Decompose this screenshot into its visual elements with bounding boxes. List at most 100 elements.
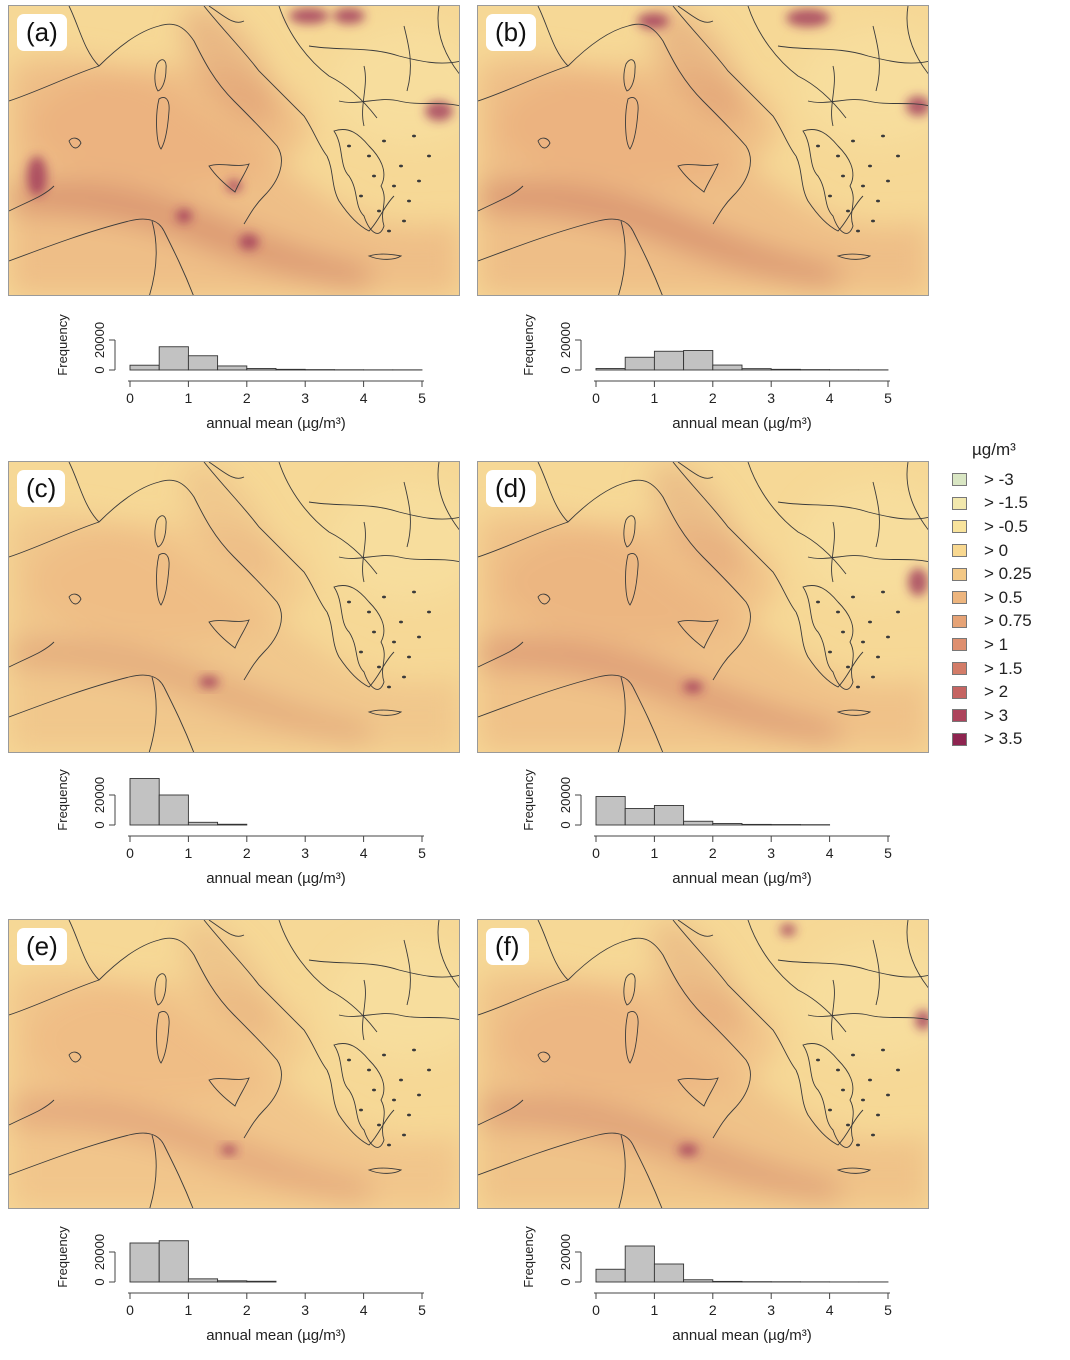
hist-ylabel: Frequency — [521, 1226, 536, 1288]
island-outline — [367, 253, 403, 260]
histogram-c: Frequency 0 20000 0 1 2 3 4 5 annual mean (µg/m³) — [55, 769, 426, 887]
hist-ylabel: Frequency — [521, 314, 536, 376]
legend-item: > 0.25 — [952, 562, 1070, 586]
coastline — [163, 686, 195, 752]
island-outline — [154, 973, 167, 1006]
country-border — [338, 99, 459, 107]
hist-xtick-label: 0 — [126, 1302, 134, 1318]
hist-xtick-label: 4 — [360, 1302, 368, 1318]
hist-xtick-label: 3 — [767, 845, 775, 861]
island-outline — [625, 97, 639, 150]
coastline — [326, 611, 395, 688]
country-border — [278, 462, 378, 575]
panel-label-d: (d) — [486, 470, 536, 507]
coastline — [326, 1069, 395, 1146]
small-island — [876, 199, 880, 203]
coastline — [478, 1132, 634, 1176]
country-border — [537, 6, 569, 67]
legend-label: > -1.5 — [984, 493, 1028, 513]
legend-item: > 1.5 — [952, 657, 1070, 681]
island-outline — [625, 1011, 639, 1064]
dust-band — [478, 182, 838, 288]
adriatic-field — [181, 462, 277, 582]
hist-ylabel: Frequency — [55, 314, 70, 376]
coastline — [9, 1099, 55, 1126]
panel-label-c: (c) — [17, 470, 66, 507]
hist-xtick-label: 5 — [884, 390, 892, 406]
histogram-f: Frequency 0 20000 0 1 2 3 4 5 annual mean (µg/m³) — [521, 1226, 892, 1344]
legend-item: > 0.5 — [952, 586, 1070, 610]
small-island — [886, 179, 890, 183]
small-island — [871, 219, 875, 223]
small-island — [841, 630, 845, 634]
legend-item: > 3.5 — [952, 728, 1070, 752]
island-outline — [537, 137, 551, 149]
legend-swatch — [952, 662, 967, 676]
coastline — [9, 185, 55, 212]
hist-bar — [187, 821, 219, 826]
coastline — [672, 6, 797, 157]
country-border — [338, 1013, 459, 1021]
country-border — [537, 920, 569, 981]
hist-xtick-label: 5 — [418, 845, 426, 861]
legend-item: > 2 — [952, 680, 1070, 704]
hist-bar — [129, 1242, 160, 1283]
small-island — [881, 590, 885, 594]
island-outline — [154, 515, 167, 548]
small-island — [851, 139, 855, 143]
hist-xtick-label: 2 — [243, 1302, 251, 1318]
small-island — [399, 164, 403, 168]
aegean-islands — [347, 134, 431, 233]
coastline — [9, 218, 165, 262]
island-outline — [156, 97, 170, 150]
peninsula-outline — [333, 1043, 385, 1148]
small-island — [412, 590, 416, 594]
hist-bar — [712, 364, 743, 371]
small-island — [861, 1098, 865, 1102]
hist-xtick-label: 2 — [709, 390, 717, 406]
peninsula-outline — [333, 585, 385, 690]
country-border — [831, 979, 835, 1041]
legend-item: > -3 — [952, 468, 1070, 492]
coastline — [203, 462, 328, 613]
island-outline — [154, 59, 167, 92]
peninsula-outline — [802, 129, 854, 234]
hotspot — [27, 156, 47, 196]
legend-swatch — [952, 496, 967, 510]
coastline — [617, 676, 626, 752]
small-island — [841, 1088, 845, 1092]
hist-bar — [683, 820, 714, 826]
country-border — [208, 920, 245, 937]
small-island — [828, 1108, 832, 1112]
hist-ytick-label: 0 — [92, 366, 107, 373]
coastlines — [9, 462, 459, 752]
small-island — [881, 134, 885, 138]
small-island — [402, 1133, 406, 1137]
island-outline — [537, 593, 551, 605]
country-border — [747, 6, 847, 119]
hist-ytick-label: 0 — [92, 1278, 107, 1285]
small-island — [367, 154, 371, 158]
map-panel-e: (e) — [8, 919, 460, 1209]
small-island — [407, 199, 411, 203]
histogram-b: Frequency 0 20000 0 1 2 3 4 5 annual mean (µg/m³) — [521, 314, 892, 432]
island-outline — [208, 1077, 250, 1107]
small-island — [876, 1113, 880, 1117]
coastline — [672, 462, 797, 613]
small-island — [836, 610, 840, 614]
hotspot — [683, 681, 703, 693]
panel-label-e: (e) — [17, 928, 67, 965]
country-border — [437, 462, 459, 531]
country-border — [807, 1013, 928, 1021]
hist-ytick-label: 20000 — [92, 777, 107, 813]
hist-xlabel: annual mean (µg/m³) — [206, 1327, 346, 1344]
aegean-islands — [816, 590, 900, 689]
coastline — [163, 1144, 194, 1208]
small-island — [399, 1078, 403, 1082]
hist-xlabel: annual mean (µg/m³) — [672, 1327, 812, 1344]
country-border — [362, 979, 366, 1041]
legend-item: > 1 — [952, 633, 1070, 657]
legend-swatch — [952, 520, 967, 534]
country-border — [777, 501, 928, 520]
small-island — [399, 620, 403, 624]
